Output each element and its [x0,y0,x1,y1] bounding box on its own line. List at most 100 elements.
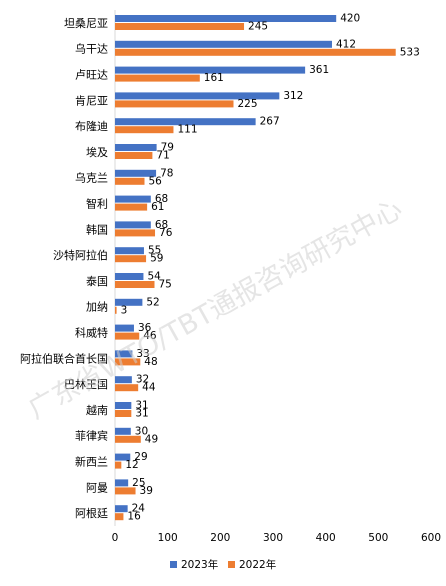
category-label: 肯尼亚 [75,94,108,107]
bar-2023 [115,453,131,461]
data-label-2023: 361 [309,64,329,76]
bar-2022 [115,100,234,108]
category-label: 卢旺达 [75,69,108,82]
data-label-2022: 3 [121,304,128,316]
category-label: 乌克兰 [75,171,108,185]
x-tick-label: 300 [263,532,283,544]
data-label-2022: 161 [204,72,224,84]
bar-2023 [115,118,256,126]
category-label: 布隆迪 [75,119,108,133]
bar-2022 [115,126,174,134]
category-label: 阿根廷 [75,506,108,520]
data-label-2022: 61 [151,201,164,213]
bar-2023 [115,169,157,177]
bar-2023 [115,479,129,487]
bar-2023 [115,402,132,409]
data-label-2022: 225 [238,98,258,110]
bar-2023 [115,15,337,22]
bar-2022 [115,461,122,469]
data-label-2022: 12 [125,459,138,471]
bar-2023 [115,66,306,74]
bar-2022 [115,487,136,495]
data-label-2022: 59 [150,253,163,265]
x-tick-label: 400 [316,532,336,544]
category-label: 泰国 [86,274,108,288]
category-label: 沙特阿拉伯 [53,248,108,262]
x-tick-label: 0 [112,532,119,544]
bar-2022 [115,48,396,56]
bar-2022 [115,74,200,82]
category-label: 乌干达 [75,42,108,56]
legend-swatch-2023 [170,561,177,568]
category-label: 越南 [86,403,108,417]
category-label: 巴林王国 [64,377,108,391]
category-label: 新西兰 [75,455,108,469]
data-label-2022: 39 [140,485,153,497]
legend-swatch-2022 [228,561,235,568]
bar-2023 [115,324,134,332]
bar-2022 [115,203,148,211]
bar-2022 [115,306,117,314]
x-tick-label: 100 [158,532,178,544]
bar-2023 [115,144,157,151]
bar-2023 [115,505,128,513]
category-label: 韩国 [86,222,108,236]
data-label-2022: 111 [177,124,197,136]
category-label: 科威特 [75,326,108,340]
data-label-2023: 25 [132,477,145,489]
category-label: 阿曼 [86,481,108,494]
data-label-2023: 36 [138,322,152,334]
bar-2023 [115,298,143,306]
data-label-2022: 44 [142,382,156,394]
data-label-2023: 55 [148,245,161,257]
x-tick-label: 600 [421,532,441,544]
data-label-2023: 267 [260,116,280,128]
data-label-2023: 68 [155,193,168,205]
data-label-2023: 412 [336,38,356,50]
category-label: 智利 [86,197,108,211]
data-label-2022: 56 [148,175,162,187]
data-label-2023: 420 [340,13,360,25]
category-label: 阿拉伯联合首长国 [20,351,108,365]
bar-2022 [115,23,245,30]
bar-2022 [115,513,124,521]
data-label-2023: 29 [134,451,147,463]
data-label-2023: 312 [283,90,303,102]
bar-2022 [115,177,145,185]
bar-2022 [115,435,141,443]
bar-2023 [115,221,151,229]
data-label-2022: 31 [135,408,148,420]
bar-2023 [115,40,332,48]
data-label-2022: 533 [400,46,420,58]
category-label: 加纳 [86,301,108,314]
bar-2022 [115,229,156,237]
category-label: 坦桑尼亚 [64,16,108,30]
data-label-2023: 78 [160,167,173,179]
data-label-2022: 71 [156,150,169,162]
bar-2022 [115,332,140,340]
legend-label-2023: 2023年 [181,558,218,571]
data-label-2022: 48 [144,356,157,368]
data-label-2023: 33 [136,348,149,360]
bar-2022 [115,384,139,392]
bar-2022 [115,410,132,417]
data-label-2022: 49 [145,433,158,445]
category-label: 埃及 [86,145,108,159]
category-label: 菲律宾 [75,429,108,443]
bar-2022 [115,152,153,159]
data-label-2022: 75 [159,279,172,291]
bar-2023 [115,195,151,203]
data-label-2022: 46 [143,330,157,342]
bar-2023 [115,273,144,280]
bar-2023 [115,247,144,255]
legend-label-2022: 2022年 [239,558,276,571]
data-label-2023: 30 [135,425,148,437]
bar-2022 [115,281,155,288]
bar-2023 [115,376,132,384]
data-label-2023: 54 [147,271,161,283]
bar-2023 [115,427,131,435]
x-tick-label: 200 [210,532,230,544]
data-label-2023: 79 [161,142,174,154]
data-label-2022: 245 [248,21,268,33]
